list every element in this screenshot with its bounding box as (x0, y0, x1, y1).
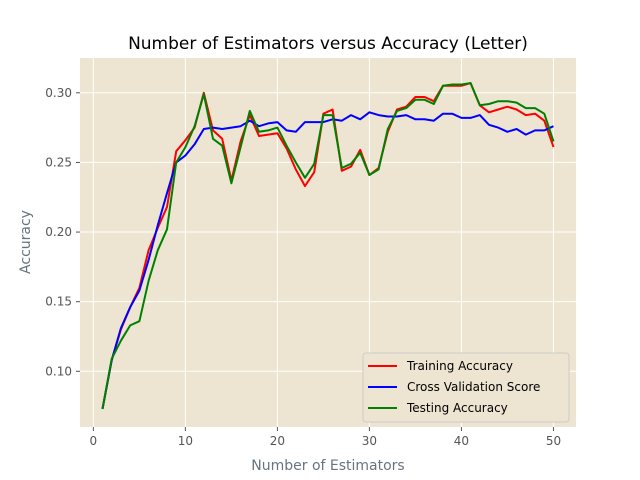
legend-label-1: Cross Validation Score (407, 380, 540, 394)
y-tick-label: 0.20 (45, 225, 72, 239)
x-axis-label: Number of Estimators (251, 458, 404, 474)
x-tick-label: 50 (546, 434, 561, 448)
series-lines (101, 82, 555, 410)
x-axis-ticks: 0 10 20 30 40 50 (90, 427, 561, 448)
x-tick-label: 30 (362, 434, 377, 448)
y-tick-label: 0.15 (45, 295, 72, 309)
legend: Training Accuracy Cross Validation Score T… (362, 352, 570, 423)
legend-label-0: Training Accuracy (406, 359, 513, 373)
x-tick-label: 10 (178, 434, 193, 448)
series-line-2 (101, 82, 555, 410)
legend-box (362, 352, 570, 423)
chart-title: Number of Estimators versus Accuracy (Le… (128, 34, 528, 54)
x-tick-label: 20 (270, 434, 285, 448)
y-tick-label: 0.25 (45, 155, 72, 169)
legend-label-2: Testing Accuracy (406, 401, 508, 415)
y-tick-label: 0.30 (45, 86, 72, 100)
x-tick-label: 0 (90, 434, 98, 448)
y-axis-label: Accuracy (18, 210, 34, 274)
x-tick-label: 40 (454, 434, 469, 448)
y-tick-label: 0.10 (45, 364, 72, 378)
y-axis-ticks: 0.10 0.15 0.20 0.25 0.30 (45, 86, 80, 378)
